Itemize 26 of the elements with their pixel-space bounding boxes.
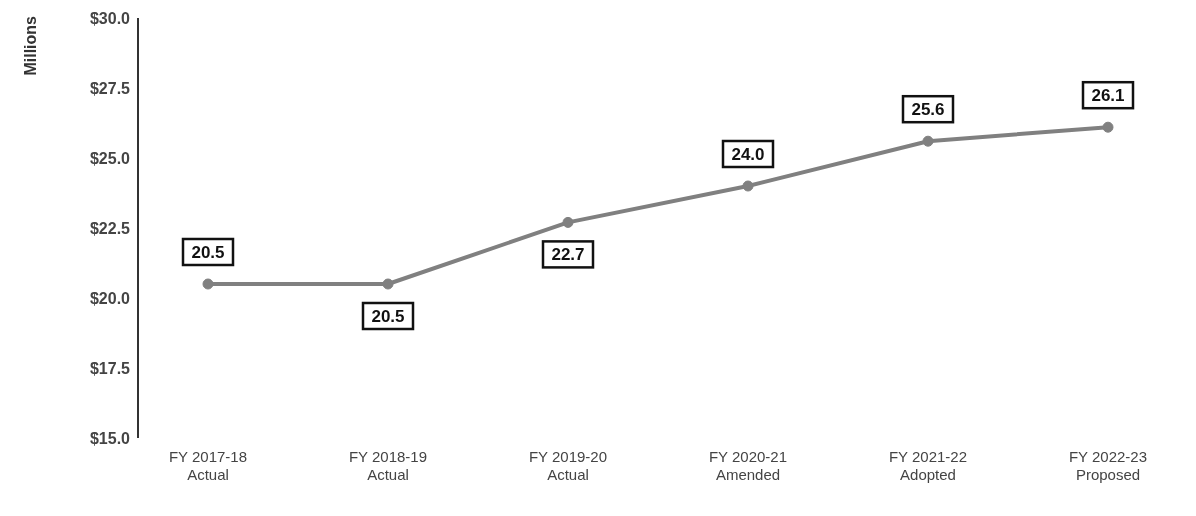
y-axis-title: Millions [22, 16, 40, 76]
text: 20.5 [191, 243, 225, 262]
y-tick-label: $30.0 [89, 9, 131, 27]
x-tick-label: FY 2022-23 Proposed [1068, 448, 1148, 483]
y-tick-label: $22.5 [89, 219, 131, 237]
text: 25.6 [911, 100, 945, 120]
point [742, 180, 754, 192]
x-tick-label: FY 2017-18 Actual [168, 448, 248, 483]
y-tick-label: $20.0 [89, 289, 131, 307]
point [1102, 121, 1114, 133]
text: 22.7 [551, 245, 585, 265]
text: 24.0 [731, 145, 765, 164]
x-tick-label: FY 2020-21 Amended [708, 448, 788, 483]
point [922, 135, 934, 147]
x-tick-label: FY 2019-20 Actual [528, 448, 608, 483]
point [562, 216, 574, 228]
y-tick-label: $27.5 [89, 79, 131, 97]
y-tick-label: $15.0 [89, 429, 131, 447]
point [202, 278, 214, 290]
text: 20.5 [371, 307, 405, 326]
point [382, 278, 394, 290]
y-tick-label: $17.5 [89, 359, 131, 377]
y-tick-label: $25.0 [89, 149, 131, 167]
x-tick-label: FY 2018-19 Actual [348, 448, 428, 483]
text: 26.1 [1091, 86, 1125, 106]
x-tick-label: FY 2021-22 Adopted [888, 448, 968, 483]
